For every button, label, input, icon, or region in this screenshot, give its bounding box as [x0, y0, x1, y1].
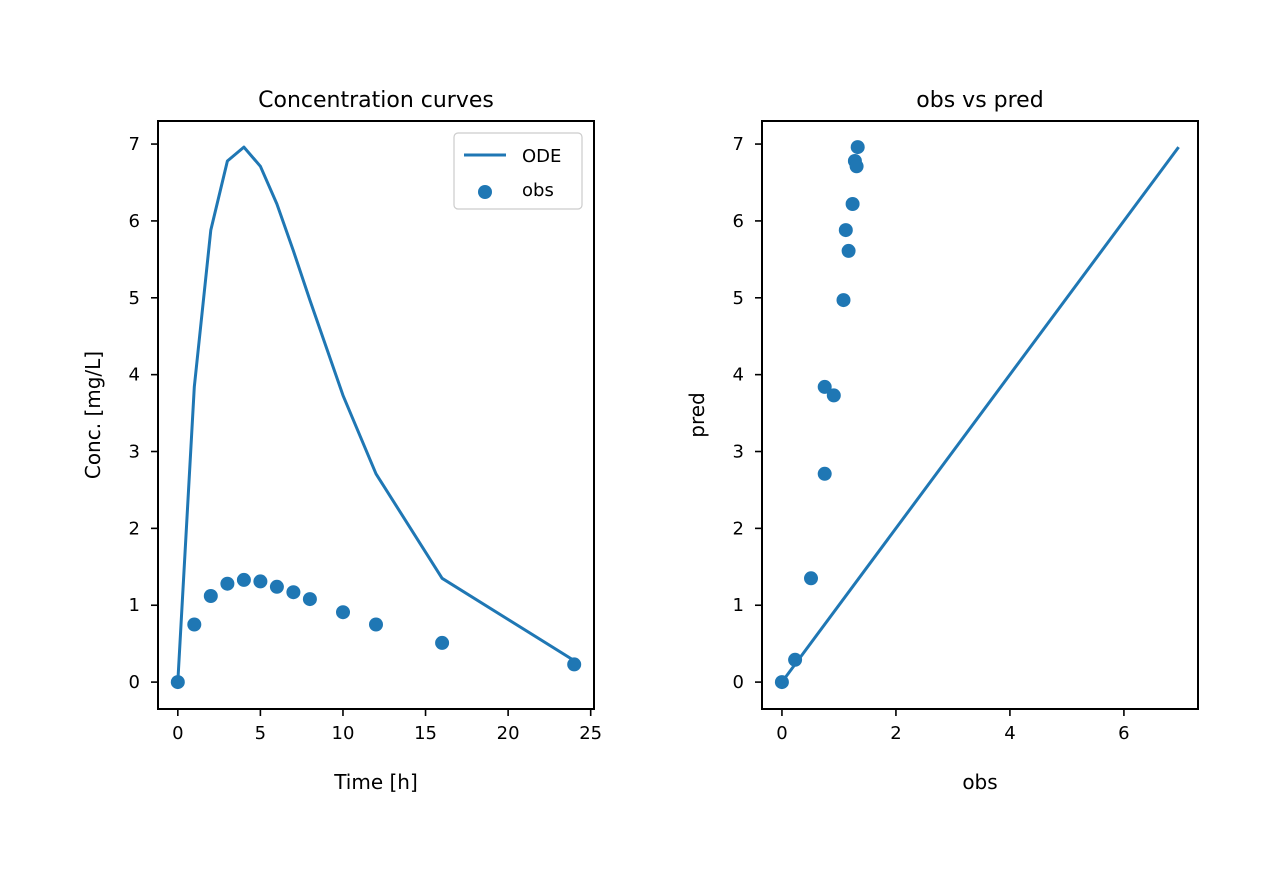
y-tick-label: 2	[129, 518, 140, 539]
data-point	[817, 379, 832, 394]
data-point	[826, 388, 841, 403]
data-point	[220, 576, 235, 591]
data-point	[849, 159, 864, 174]
obs-vs-pred-panel: obs vs pred 0 2 4 6 0 1 2 3 4 5 6 7 obs pred	[685, 88, 1199, 794]
y-tick-label: 2	[733, 518, 744, 539]
data-point	[253, 574, 268, 589]
x-tick-label: 15	[414, 723, 437, 744]
y-tick-label: 7	[129, 134, 140, 155]
x-tick-label: 25	[579, 723, 602, 744]
y-tick-label: 5	[129, 288, 140, 309]
chart-title: obs vs pred	[916, 88, 1043, 113]
data-point	[187, 617, 202, 632]
y-tick-label: 1	[733, 595, 744, 616]
data-point	[804, 571, 818, 586]
x-tick-label: 4	[1004, 723, 1015, 744]
x-tick-label: 6	[1118, 723, 1129, 744]
y-tick-label: 6	[129, 211, 140, 232]
chart-title: Concentration curves	[258, 88, 494, 113]
ode-series-line	[176, 145, 575, 683]
data-point	[236, 572, 251, 587]
plot-frame	[761, 120, 1199, 710]
data-point	[838, 223, 853, 238]
data-point	[302, 592, 317, 607]
y-axis-label: pred	[685, 392, 709, 437]
y-tick-label: 0	[733, 672, 744, 693]
y-tick-label: 6	[733, 211, 744, 232]
data-point	[845, 197, 860, 211]
data-point	[788, 652, 803, 667]
y-tick-label: 7	[733, 134, 744, 155]
x-tick-label: 0	[172, 723, 183, 744]
data-point	[286, 585, 301, 600]
x-tick-label: 5	[255, 723, 266, 744]
y-tick-label: 1	[129, 595, 140, 616]
y-tick-label: 4	[129, 365, 140, 386]
legend-label: obs	[522, 180, 554, 201]
legend-label: ODE	[522, 146, 561, 167]
legend-marker-swatch	[478, 185, 492, 199]
data-point	[203, 589, 218, 603]
x-tick-label: 0	[776, 723, 787, 744]
x-axis-label: Time [h]	[333, 770, 418, 794]
identity-series-line	[780, 146, 1180, 683]
data-point	[336, 605, 350, 620]
data-point	[567, 657, 582, 672]
data-point	[841, 243, 856, 258]
data-point	[170, 675, 185, 690]
data-point	[435, 635, 450, 650]
x-tick-label: 20	[497, 723, 520, 744]
plot-frame	[157, 120, 595, 710]
data-point	[817, 466, 832, 481]
y-tick-label: 3	[733, 442, 744, 463]
data-point	[836, 293, 851, 308]
x-tick-label: 10	[332, 723, 355, 744]
concentration-curves-panel: Concentration curves 0 5 10 15 20 25 0 1 2 3 4 5 6 7 Ti…	[81, 88, 602, 794]
y-tick-label: 5	[733, 288, 744, 309]
y-axis-label: Conc. [mg/L]	[81, 351, 105, 479]
y-tick-label: 4	[733, 365, 744, 386]
x-axis-label: obs	[962, 770, 997, 794]
legend-box	[453, 132, 583, 210]
data-point	[269, 579, 284, 594]
y-tick-label: 0	[129, 672, 140, 693]
data-point	[369, 617, 383, 632]
data-point	[850, 140, 865, 155]
x-tick-label: 2	[890, 723, 901, 744]
y-tick-label: 3	[129, 442, 140, 463]
